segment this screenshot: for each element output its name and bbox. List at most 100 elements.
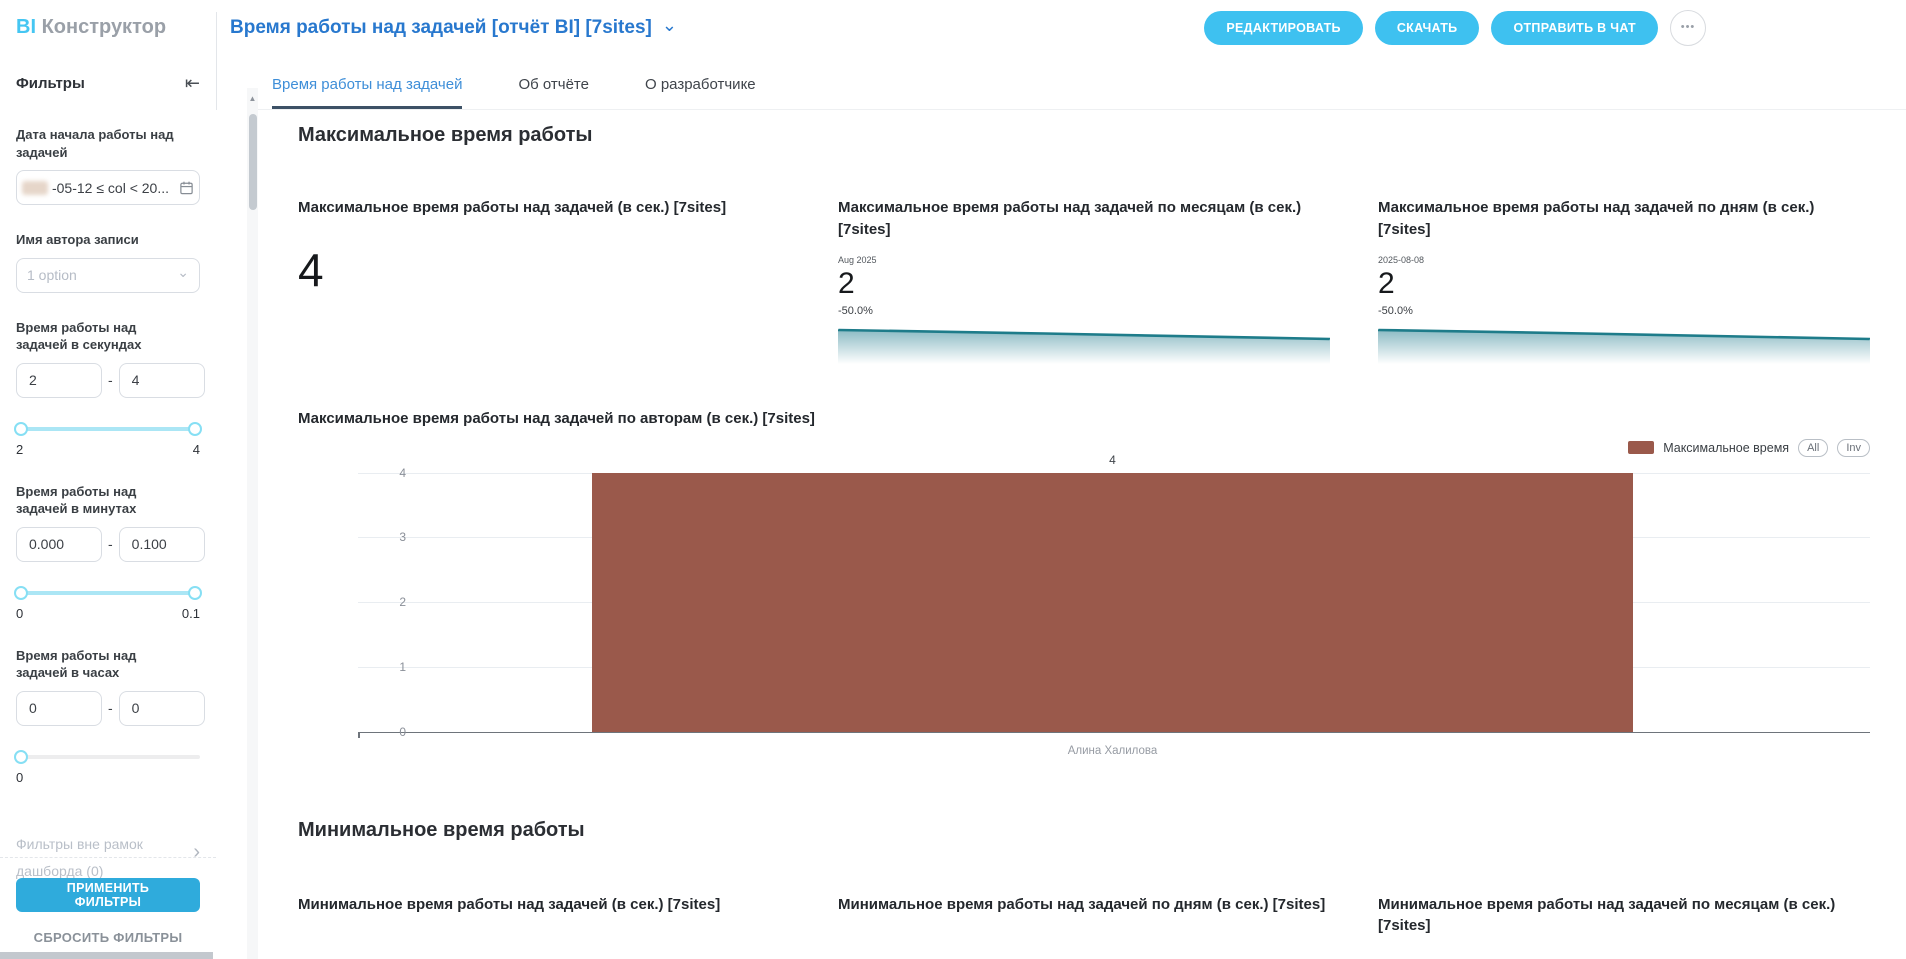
kpi-title: Максимальное время работы над задачей по… — [1378, 199, 1815, 238]
author-select-placeholder: 1 option — [27, 267, 77, 284]
author-select[interactable]: 1 option ⌄ — [16, 257, 200, 293]
x-axis-tick: Алина Халилова — [1067, 744, 1158, 757]
sparkline-daily — [1378, 328, 1870, 364]
scrollbar-thumb[interactable] — [248, 114, 257, 210]
kpi-value: 2 — [1378, 266, 1395, 300]
range-separator: - — [108, 536, 113, 553]
minutes-from-input[interactable] — [16, 526, 102, 562]
legend-inv-button[interactable]: Inv — [1837, 438, 1870, 457]
seconds-min-label: 2 — [16, 441, 24, 457]
tab-work-time[interactable]: Время работы над задачей — [272, 76, 463, 109]
bar-value-label: 4 — [1109, 452, 1116, 467]
chevron-right-icon: › — [193, 840, 200, 863]
slider-track — [16, 590, 200, 595]
y-axis-tick: 1 — [399, 659, 406, 674]
chart-legend: Максимальное время All Inv — [1628, 438, 1870, 457]
minutes-range-slider[interactable] — [14, 585, 202, 600]
more-options-button[interactable]: ••• — [1670, 9, 1706, 46]
kpi-value: 2 — [838, 266, 855, 300]
hours-to-input[interactable] — [118, 690, 205, 726]
outside-filters-line2: дашборда (0) — [16, 862, 104, 879]
chevron-down-icon: ⌄ — [661, 14, 677, 35]
kpi-card-monthly: Максимальное время работы над задачей по… — [838, 197, 1330, 364]
filters-title: Фильтры — [16, 74, 85, 92]
minutes-min-label: 0 — [16, 605, 24, 621]
y-axis-tick: 3 — [399, 530, 406, 545]
hours-range-slider[interactable] — [14, 749, 200, 764]
hours-min-label: 0 — [16, 769, 24, 785]
top-bar: BI Конструктор Время работы над задачей … — [0, 0, 1906, 55]
slider-handle-max[interactable] — [188, 585, 202, 600]
minutes-filter-label: Время работы над задачей в минутах — [16, 483, 137, 517]
kpi-delta: -50.0% — [838, 304, 873, 317]
legend-all-button[interactable]: All — [1798, 438, 1829, 457]
max-section-heading: Максимальное время работы — [298, 124, 593, 146]
reset-filters-button[interactable]: СБРОСИТЬ ФИЛЬТРЫ — [33, 930, 183, 945]
apply-filters-button[interactable]: ПРИМЕНИТЬ ФИЛЬТРЫ — [16, 878, 200, 912]
chart-title: Максимальное время работы над задачей по… — [298, 409, 815, 427]
min-section-heading: Минимальное время работы — [298, 818, 585, 841]
dashboard-content: Максимальное время работы Максимальное в… — [258, 110, 1906, 937]
page-title: Время работы над задачей [отчёт BI] [7si… — [230, 16, 652, 38]
seconds-from-input[interactable] — [16, 362, 102, 398]
header-actions: РЕДАКТИРОВАТЬ СКАЧАТЬ ОТПРАВИТЬ В ЧАТ ••… — [1204, 9, 1906, 46]
filters-sidebar: Фильтры ⇤ Дата начала работы над задачей… — [0, 55, 216, 959]
slider-handle-min[interactable] — [14, 585, 28, 600]
vertical-scrollbar[interactable]: ▲ — [247, 88, 258, 959]
legend-swatch — [1628, 441, 1655, 454]
app-logo: BI Конструктор — [0, 16, 216, 39]
report-title-dropdown[interactable]: Время работы над задачей [отчёт BI] [7si… — [216, 14, 677, 39]
kpi-value: 4 — [298, 243, 324, 296]
date-range-input[interactable]: -05-12 ≤ col < 20... — [16, 170, 200, 206]
outside-dashboard-filters[interactable]: Фильтры вне рамок дашборда (0) › — [16, 831, 200, 884]
tab-about-report[interactable]: Об отчёте — [518, 76, 589, 109]
sparkline-monthly — [838, 328, 1330, 364]
date-filter-label: Дата начала работы над задачей — [16, 127, 174, 160]
range-separator: - — [108, 700, 113, 717]
legend-label[interactable]: Максимальное время — [1663, 440, 1790, 455]
author-filter-label: Имя автора записи — [16, 232, 139, 248]
y-axis-tick: 4 — [399, 465, 406, 480]
chart-plot: 4 3 2 1 0 4 — [358, 453, 1870, 739]
download-button[interactable]: СКАЧАТЬ — [1374, 10, 1480, 45]
date-range-value: -05-12 ≤ col < 20... — [51, 179, 170, 196]
slider-track — [16, 754, 200, 759]
kpi-title: Минимальное время работы над задачей по … — [838, 895, 1326, 913]
kpi-period: Aug 2025 — [838, 254, 877, 265]
slider-handle-max[interactable] — [188, 421, 202, 436]
slider-handle-min[interactable] — [14, 421, 28, 436]
collapse-sidebar-icon[interactable]: ⇤ — [184, 73, 200, 93]
y-axis-tick: 2 — [399, 595, 406, 609]
authors-bar-chart: Максимальное время работы над задачей по… — [298, 409, 1870, 757]
send-to-chat-button[interactable]: ОТПРАВИТЬ В ЧАТ — [1491, 10, 1658, 45]
tab-about-developer[interactable]: О разработчике — [645, 76, 756, 109]
slider-handle-min[interactable] — [14, 749, 28, 764]
scroll-up-icon[interactable]: ▲ — [248, 94, 257, 103]
minutes-to-input[interactable] — [118, 526, 205, 562]
minutes-max-label: 0.1 — [181, 605, 200, 621]
kpi-title: Максимальное время работы над задачей по… — [838, 199, 1302, 238]
hours-from-input[interactable] — [16, 690, 102, 726]
kpi-card-daily: Максимальное время работы над задачей по… — [1378, 197, 1870, 364]
seconds-range-slider[interactable] — [14, 421, 202, 436]
redacted-date-fragment — [21, 180, 48, 195]
min-kpi-row: Минимальное время работы над задачей (в … — [298, 894, 1870, 938]
hours-filter-label: Время работы над задачей в часах — [16, 647, 137, 681]
seconds-to-input[interactable] — [118, 362, 205, 398]
slider-track — [16, 426, 200, 431]
horizontal-scrollbar[interactable] — [0, 952, 213, 959]
bar-alina-khalilova[interactable] — [591, 472, 1634, 732]
logo-bi: BI — [16, 16, 36, 38]
outside-filters-line1: Фильтры вне рамок — [16, 835, 143, 852]
seconds-filter-label: Время работы над задачей в секундах — [16, 319, 142, 353]
kpi-period: 2025-08-08 — [1378, 254, 1425, 265]
seconds-max-label: 4 — [192, 441, 200, 457]
kpi-card-total: Максимальное время работы над задачей (в… — [298, 197, 790, 364]
edit-button[interactable]: РЕДАКТИРОВАТЬ — [1204, 10, 1363, 45]
calendar-icon — [179, 180, 194, 195]
kpi-title: Минимальное время работы над задачей по … — [1378, 895, 1836, 935]
logo-name: Конструктор — [41, 16, 167, 38]
main-area: Время работы над задачей Об отчёте О раз… — [258, 55, 1906, 959]
range-separator: - — [108, 372, 113, 389]
